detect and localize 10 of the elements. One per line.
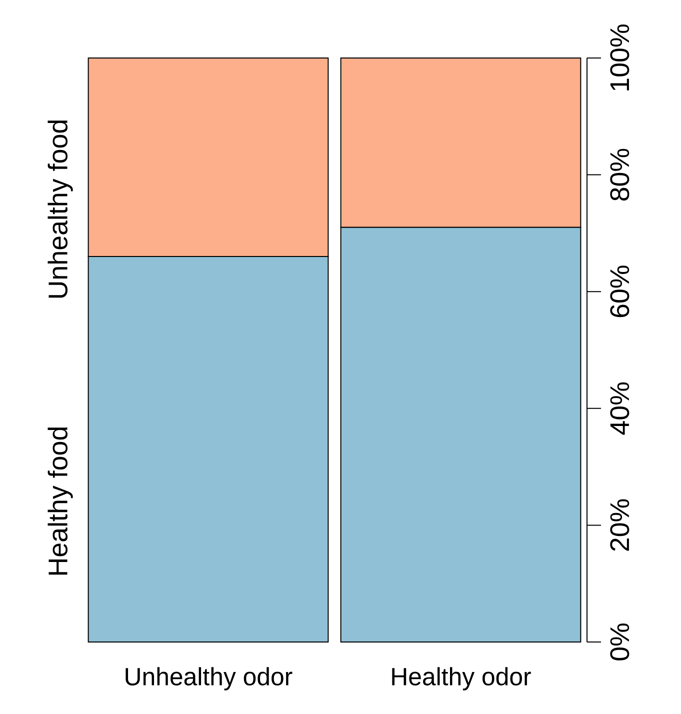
text: Unhealthy food <box>48 120 73 298</box>
x-tick-label: Healthy odor <box>392 667 531 690</box>
y-tick-label: 40% <box>610 382 630 435</box>
x-tick-label: Unhealthy odor <box>126 667 292 690</box>
text: Healthy food <box>48 428 73 575</box>
y-tick-label: 60% <box>610 266 630 318</box>
y-tick-label: 80% <box>610 148 630 201</box>
y-tick-label: 100% <box>610 24 630 90</box>
y-tick-label: 20% <box>610 499 630 551</box>
y-tick-label: 0% <box>610 624 630 660</box>
